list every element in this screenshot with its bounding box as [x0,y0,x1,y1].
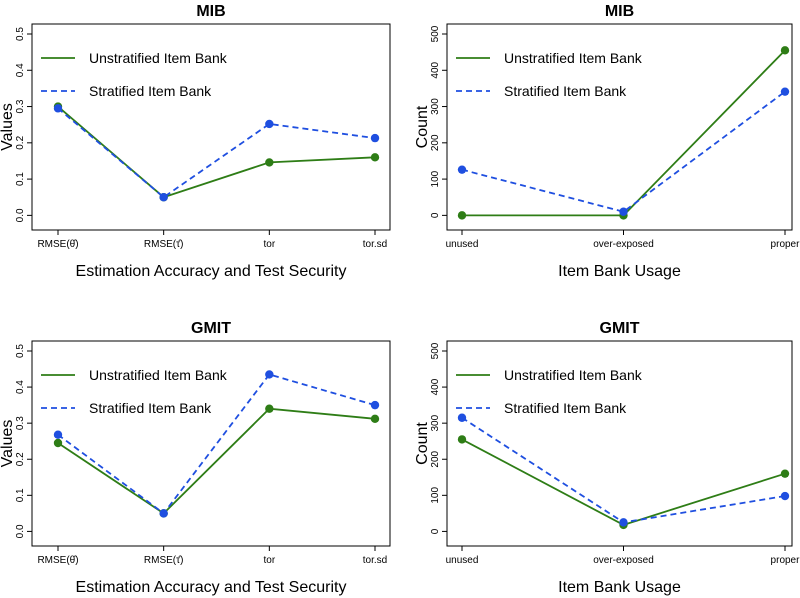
y-tick-label: 0.4 [15,380,26,394]
legend-label-1: Unstratified Item Bank [504,50,643,66]
x-tick-label: over-exposed [593,239,654,250]
legend-label-1: Unstratified Item Bank [89,50,228,66]
x-axis-label: Estimation Accuracy and Test Security [76,579,347,596]
chart-title: MIB [605,3,634,20]
x-tick-label: RMSE(θ̂) [37,238,78,250]
y-tick-label: 0.0 [15,524,26,538]
y-tick-label: 0.2 [15,135,26,149]
legend-label-2: Stratified Item Bank [504,400,627,416]
x-tick-label: proper [771,239,800,250]
series-line-1 [462,49,786,217]
series-line-1 [461,438,786,526]
data-point [780,87,790,96]
y-tick-label: 0.4 [15,63,26,77]
y-axis-label: Values [0,103,16,151]
legend-label-2: Stratified Item Bank [89,400,212,416]
x-tick-label: tor [263,555,275,566]
y-tick-label: 0.0 [15,208,26,222]
data-point [159,193,168,202]
x-tick-label: RMSE(τ̂) [144,238,184,250]
x-tick-label: tor.sd [363,239,387,250]
y-tick-label: 300 [430,98,441,115]
data-point [265,370,274,379]
y-tick-label: 0.3 [15,99,26,113]
series-line-2 [461,416,786,524]
chart-panel-4: GMIT 0 100 200 300 400 500 Count unused over-expo… [414,320,800,596]
data-point [457,435,467,444]
legend-label-2: Stratified Item Bank [89,83,212,99]
series-line-2 [461,90,786,213]
y-tick-label: 0.1 [15,172,26,186]
legend-label-1: Unstratified Item Bank [504,367,643,383]
y-tick-label: 500 [430,342,441,359]
data-point [370,400,380,410]
data-point [457,413,467,422]
chart-title: MIB [196,3,225,20]
x-axis-label: Item Bank Usage [558,579,681,596]
chart-panel-1: MIB 0.0 0.1 0.2 0.3 0.4 0.5 Values RMSE(θ̂) RMSE(… [0,3,391,280]
data-point [457,211,467,220]
y-axis-label: Count [414,422,431,465]
data-point [780,46,790,55]
chart-title: GMIT [191,320,231,337]
y-tick-label: 0.1 [15,488,26,502]
chart-title: GMIT [600,320,640,337]
x-tick-label: unused [446,239,479,250]
x-axis-label: Estimation Accuracy and Test Security [76,263,347,280]
y-axis-label: Values [0,420,16,468]
series-line-1 [57,105,376,199]
data-point [159,509,168,518]
plot-frame [31,340,391,547]
y-tick-label: 0.2 [15,452,26,466]
data-point [265,404,274,413]
y-tick-label: 100 [430,170,441,187]
plot-frame [446,340,793,547]
x-axis-label: Item Bank Usage [558,263,681,280]
series-line-2 [57,107,376,199]
data-point [53,430,63,439]
series-line-1 [57,407,376,515]
data-point [370,133,380,143]
data-point [265,158,274,167]
data-point [619,518,628,527]
legend-label-1: Unstratified Item Bank [89,367,228,383]
y-tick-label: 0 [430,528,441,534]
data-point [457,165,467,174]
data-point [780,469,790,478]
data-point [780,491,790,501]
x-tick-label: over-exposed [593,555,654,566]
y-tick-label: 200 [430,450,441,467]
data-point [619,207,628,216]
data-point [370,153,380,162]
chart-panel-3: GMIT 0.0 0.1 0.2 0.3 0.4 0.5 Values RMSE(θ̂) RMSE… [0,320,391,596]
y-tick-label: 400 [430,61,441,78]
data-point [265,119,274,129]
data-point [53,438,63,448]
y-tick-label: 0.5 [15,27,26,41]
chart-panel-2: MIB 0 100 200 300 400 500 Count unused over-expos… [414,3,800,280]
series-line-2 [57,373,376,515]
plot-frame [31,23,391,231]
y-tick-label: 100 [430,487,441,504]
plot-frame [446,23,793,231]
data-point [53,104,63,113]
y-axis-label: Count [414,105,431,148]
x-tick-label: unused [446,555,479,566]
y-tick-label: 0 [430,212,441,218]
y-tick-label: 500 [430,25,441,42]
x-tick-label: RMSE(θ̂) [37,554,78,566]
y-tick-label: 200 [430,134,441,151]
x-tick-label: tor [263,239,275,250]
data-point [370,414,380,424]
y-tick-label: 0.3 [15,416,26,430]
x-tick-label: proper [771,555,800,566]
x-tick-label: tor.sd [363,555,387,566]
legend-label-2: Stratified Item Bank [504,83,627,99]
x-tick-label: RMSE(τ̂) [144,554,184,566]
y-tick-label: 400 [430,378,441,395]
y-tick-label: 300 [430,414,441,431]
y-tick-label: 0.5 [15,344,26,358]
